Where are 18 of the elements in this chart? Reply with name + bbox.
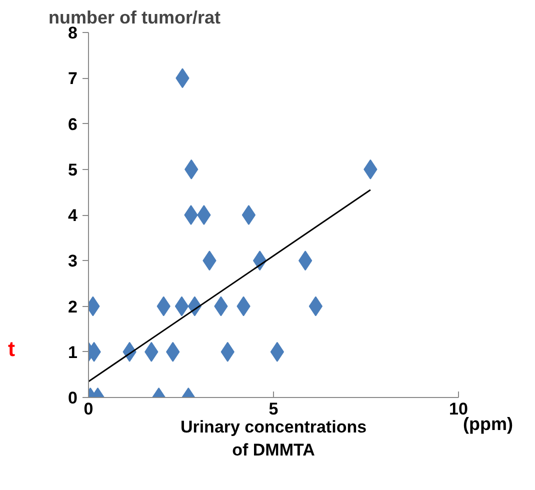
x-tick-label: 5 (268, 400, 278, 418)
y-tick-label: 5 (68, 160, 78, 180)
point (184, 205, 198, 225)
y-tick-label: 4 (68, 206, 78, 225)
x-tick-label: 0 (84, 400, 94, 418)
x-axis-title: Urinary concentrations of DMMTA (180, 418, 367, 460)
y-tick-label: 1 (68, 342, 78, 362)
point (298, 250, 312, 271)
point (308, 296, 323, 316)
y-tick-label: 6 (68, 114, 78, 134)
point (174, 296, 189, 316)
point (242, 205, 256, 225)
y-tick-label: 3 (68, 252, 78, 271)
text: t (8, 337, 15, 363)
point (270, 342, 284, 362)
point (197, 205, 211, 225)
y-tick-label: 7 (68, 69, 78, 88)
y-tick-label: 2 (68, 297, 78, 316)
